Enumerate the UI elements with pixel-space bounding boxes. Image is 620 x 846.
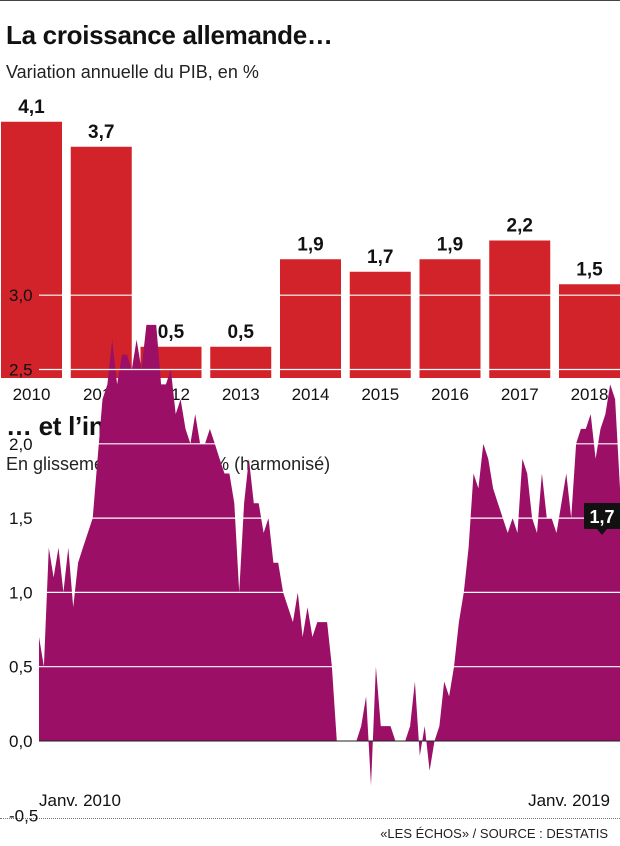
bar-2015 — [349, 271, 411, 378]
chart-subtitle-growth: Variation annuelle du PIB, en % — [6, 62, 259, 82]
y-tick-label: 2,5 — [9, 361, 33, 380]
year-label: 2017 — [501, 385, 539, 404]
bar-value-label: 1,9 — [437, 234, 463, 255]
y-tick-label: 1,5 — [9, 509, 33, 528]
bar-value-label: 1,9 — [297, 234, 323, 255]
bar-value-label: 0,5 — [228, 322, 255, 343]
y-tick-label: -0,5 — [9, 806, 38, 825]
bar-value-label: 1,5 — [576, 259, 603, 280]
year-label: 2014 — [292, 385, 330, 404]
year-label: 2013 — [222, 385, 260, 404]
last-value-label: 1,7 — [589, 507, 614, 527]
chart-title-growth: La croissance allemande… — [6, 20, 333, 50]
y-tick-label: 0,0 — [9, 732, 33, 751]
y-tick-label: 2,0 — [9, 435, 33, 454]
last-value-badge — [584, 503, 620, 535]
bar-value-label: 1,7 — [367, 247, 393, 268]
y-tick-label: 3,0 — [9, 286, 33, 305]
inflation-area — [39, 324, 620, 786]
bar-2017 — [489, 240, 551, 378]
x-end-label: Janv. 2019 — [528, 791, 610, 810]
bar-value-label: 4,1 — [18, 97, 45, 118]
y-tick-label: 0,5 — [9, 658, 33, 677]
bar-value-label: 0,5 — [158, 322, 185, 343]
bar-2011 — [70, 146, 132, 378]
year-label: 2015 — [361, 385, 399, 404]
y-tick-label: 1,0 — [9, 583, 33, 602]
source-credit: «LES ÉCHOS» / SOURCE : DESTATIS — [380, 826, 608, 841]
gdp-bar-chart: 4,120103,720110,520120,520131,920141,720… — [1, 97, 620, 404]
year-label: 2016 — [431, 385, 469, 404]
footer-divider — [0, 818, 620, 819]
x-start-label: Janv. 2010 — [39, 791, 121, 810]
bar-2013 — [210, 346, 272, 378]
bar-2016 — [419, 259, 481, 378]
top-rule — [0, 0, 620, 1]
bar-2010 — [1, 121, 62, 378]
bar-value-label: 3,7 — [88, 122, 114, 143]
bar-value-label: 2,2 — [507, 216, 533, 237]
year-label: 2018 — [571, 385, 609, 404]
year-label: 2010 — [13, 385, 51, 404]
bar-2014 — [280, 259, 341, 378]
bar-2018 — [559, 284, 620, 378]
